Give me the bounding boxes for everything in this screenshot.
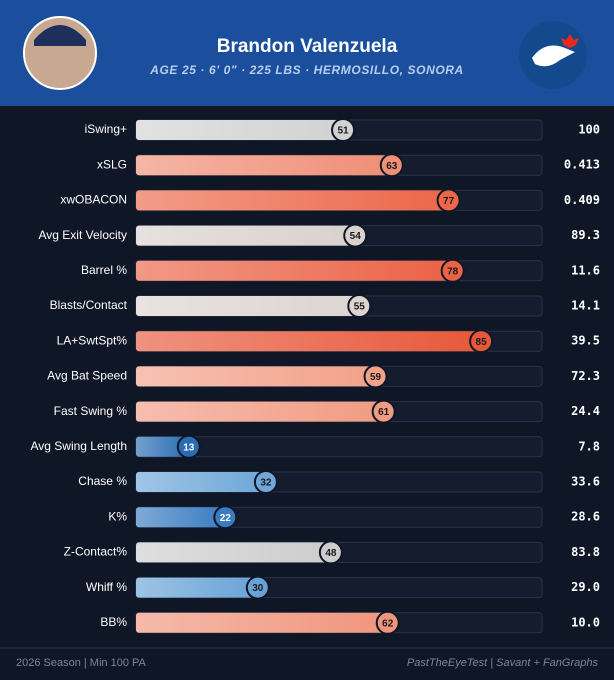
stat-value: 83.8 [571,545,600,559]
stat-value: 29.0 [571,580,600,594]
team-logo-bird [532,45,575,67]
percentile-marker [176,434,201,459]
bar-shine [136,401,384,422]
y-tick-label: BB% [100,615,127,629]
percentile-marker [436,188,461,213]
y-tick-label: xwOBACON [60,193,127,207]
percentile-label: 61 [378,407,390,418]
percentile-label: 32 [260,478,272,489]
percentile-marker [440,258,465,283]
y-tick-label: Z-Contact% [64,545,128,559]
percentile-label: 30 [252,583,264,594]
stat-value: 33.6 [571,475,600,489]
percentile-label: 63 [386,161,398,172]
bar-shine [136,225,356,246]
stat-value: 7.8 [578,439,600,453]
team-logo-leaf [561,34,579,48]
percentile-marker [469,329,494,354]
y-tick-label: xSLG [97,157,127,171]
percentile-label: 22 [220,513,232,524]
percentile-label: 77 [443,196,455,207]
stat-value: 24.4 [571,404,600,418]
player-cap [34,25,86,46]
bar-shine [136,436,189,457]
percentile-label: 59 [370,372,382,383]
percentile-label: 62 [382,618,394,629]
stat-value: 100 [578,123,600,137]
y-tick-label: Barrel % [81,263,127,277]
y-tick-label: iSwing+ [85,122,127,136]
bar-shine [136,366,376,387]
stat-value: 72.3 [571,369,600,383]
percentile-marker [371,399,396,424]
percentile-label: 85 [476,337,488,348]
footer-left: 2026 Season | Min 100 PA [16,657,147,669]
stat-value: 0.413 [564,158,600,172]
bar-shine [136,155,392,176]
y-tick-label: Avg Bat Speed [47,369,127,383]
bar-shine [136,612,388,633]
stat-value: 0.409 [564,193,600,207]
percentile-marker [253,470,278,494]
bar-shine [136,296,360,316]
percentile-marker [213,505,238,530]
bar-shine [136,472,266,492]
y-tick-label: Avg Exit Velocity [39,228,128,242]
percentile-marker [375,610,400,635]
percentile-label: 54 [350,231,362,242]
percentile-marker [343,223,368,248]
stat-value: 11.6 [571,263,600,277]
bar-shine [136,331,482,352]
stat-value: 10.0 [571,615,600,629]
y-tick-label: Fast Swing % [54,404,128,418]
stat-value: 89.3 [571,228,600,242]
bar-shine [136,190,449,211]
stat-value: 39.5 [571,334,600,348]
y-tick-label: Whiff % [86,580,127,594]
percentile-marker [363,364,388,389]
bar-shine [136,507,226,528]
percentile-marker [379,153,404,178]
bar-shine [136,120,344,140]
percentile-label: 51 [337,126,349,137]
footer-right: PastTheEyeTest | Savant + FanGraphs [407,657,599,669]
stat-value: 14.1 [571,299,600,313]
chart-title: Brandon Valenzuela [217,36,398,57]
percentile-label: 55 [354,302,366,313]
bar-shine [136,260,453,281]
y-tick-label: Chase % [78,474,127,488]
y-tick-label: Blasts/Contact [50,298,128,312]
bar-shine [136,542,331,563]
chart-subtitle: AGE 25 · 6' 0" · 225 LBS · HERMOSILLO, S… [149,63,464,77]
header-band [0,0,614,106]
percentile-marker [347,294,372,318]
percentile-marker [318,540,343,565]
y-tick-label: LA+SwtSpt% [57,333,128,347]
percentile-marker [331,118,356,142]
stat-value: 28.6 [571,510,600,524]
bar-shine [136,577,258,598]
percentile-marker [245,575,270,600]
y-tick-label: Avg Swing Length [30,439,127,453]
percentile-label: 48 [325,548,337,559]
y-tick-label: K% [108,509,127,523]
percentile-label: 78 [447,266,459,277]
percentile-label: 13 [183,442,195,453]
